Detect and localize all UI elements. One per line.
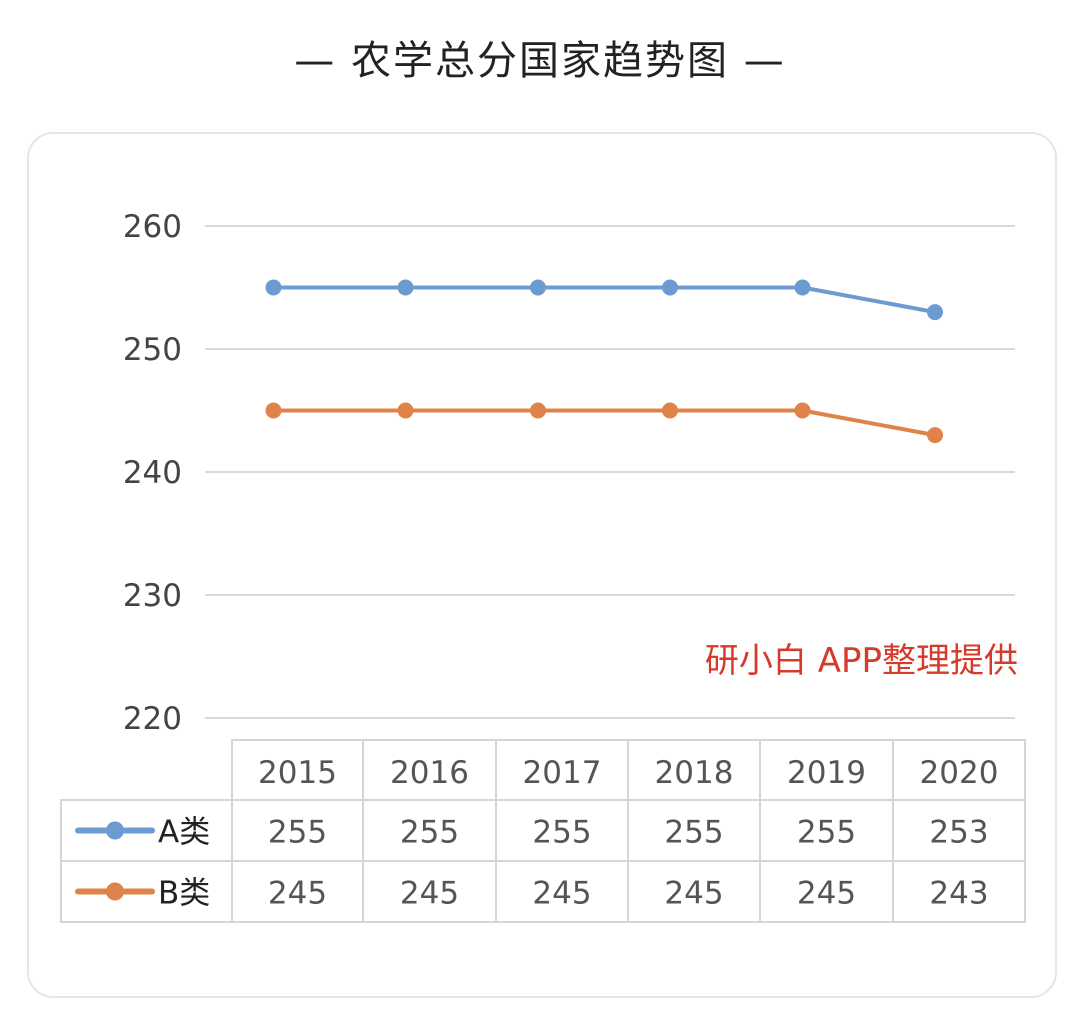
- data-label-1-2016: 245: [400, 876, 459, 912]
- y-tick-label-230: 230: [123, 578, 182, 614]
- x-tick-label-2019: 2019: [787, 755, 866, 791]
- y-tick-label-240: 240: [123, 455, 182, 491]
- data-label-0-2015: 255: [268, 815, 327, 851]
- y-tick-label-220: 220: [123, 701, 182, 737]
- legend-label-1: B类: [158, 876, 210, 912]
- series-0-point-2018: [662, 279, 678, 296]
- data-label-0-2017: 255: [532, 815, 591, 851]
- watermark-text: 研小白 APP整理提供: [705, 641, 1018, 681]
- series-line-1: [273, 408, 936, 438]
- series-0-point-2015: [265, 279, 282, 296]
- page-title: — 农学总分国家趋势图 —: [294, 38, 786, 84]
- y-axis-ticks: 260 250 240 230 220: [123, 209, 182, 737]
- legend-marker-1: [106, 882, 124, 901]
- series-0-point-2016: [397, 279, 414, 296]
- legend-label-0: A类: [158, 815, 210, 851]
- data-label-1-2015: 245: [268, 876, 327, 912]
- data-label-0-2019: 255: [797, 815, 856, 851]
- series-layer: [265, 279, 943, 444]
- x-tick-label-2017: 2017: [523, 755, 602, 791]
- series-1-point-2018: [662, 402, 678, 419]
- y-tick-label-260: 260: [123, 209, 182, 245]
- series-0-point-2020: [927, 304, 943, 321]
- data-label-0-2020: 253: [929, 815, 988, 851]
- data-label-1-2020: 243: [929, 876, 988, 912]
- x-tick-label-2020: 2020: [920, 755, 999, 791]
- data-table: 2015 2016 2017 2018 2019 2020 A类 255 255 255 255 25…: [60, 739, 1026, 923]
- x-tick-label-2018: 2018: [655, 755, 734, 791]
- chart-card: [27, 132, 1057, 998]
- series-line-0: [273, 285, 936, 315]
- grid-layer: [205, 225, 1015, 719]
- y-tick-label-250: 250: [123, 332, 182, 368]
- data-label-0-2016: 255: [400, 815, 459, 851]
- data-label-1-2018: 245: [664, 876, 723, 912]
- series-0-point-2019: [794, 279, 811, 296]
- data-label-0-2018: 255: [664, 815, 723, 851]
- x-tick-label-2016: 2016: [390, 755, 469, 791]
- series-1-point-2015: [265, 402, 282, 419]
- data-label-1-2017: 245: [532, 876, 591, 912]
- series-1-point-2020: [927, 427, 943, 444]
- legend-marker-0: [106, 821, 124, 840]
- series-1-point-2016: [397, 402, 414, 419]
- series-0-point-2017: [530, 279, 546, 296]
- series-1-point-2017: [530, 402, 546, 419]
- series-1-point-2019: [794, 402, 811, 419]
- x-tick-label-2015: 2015: [258, 755, 337, 791]
- data-label-1-2019: 245: [797, 876, 856, 912]
